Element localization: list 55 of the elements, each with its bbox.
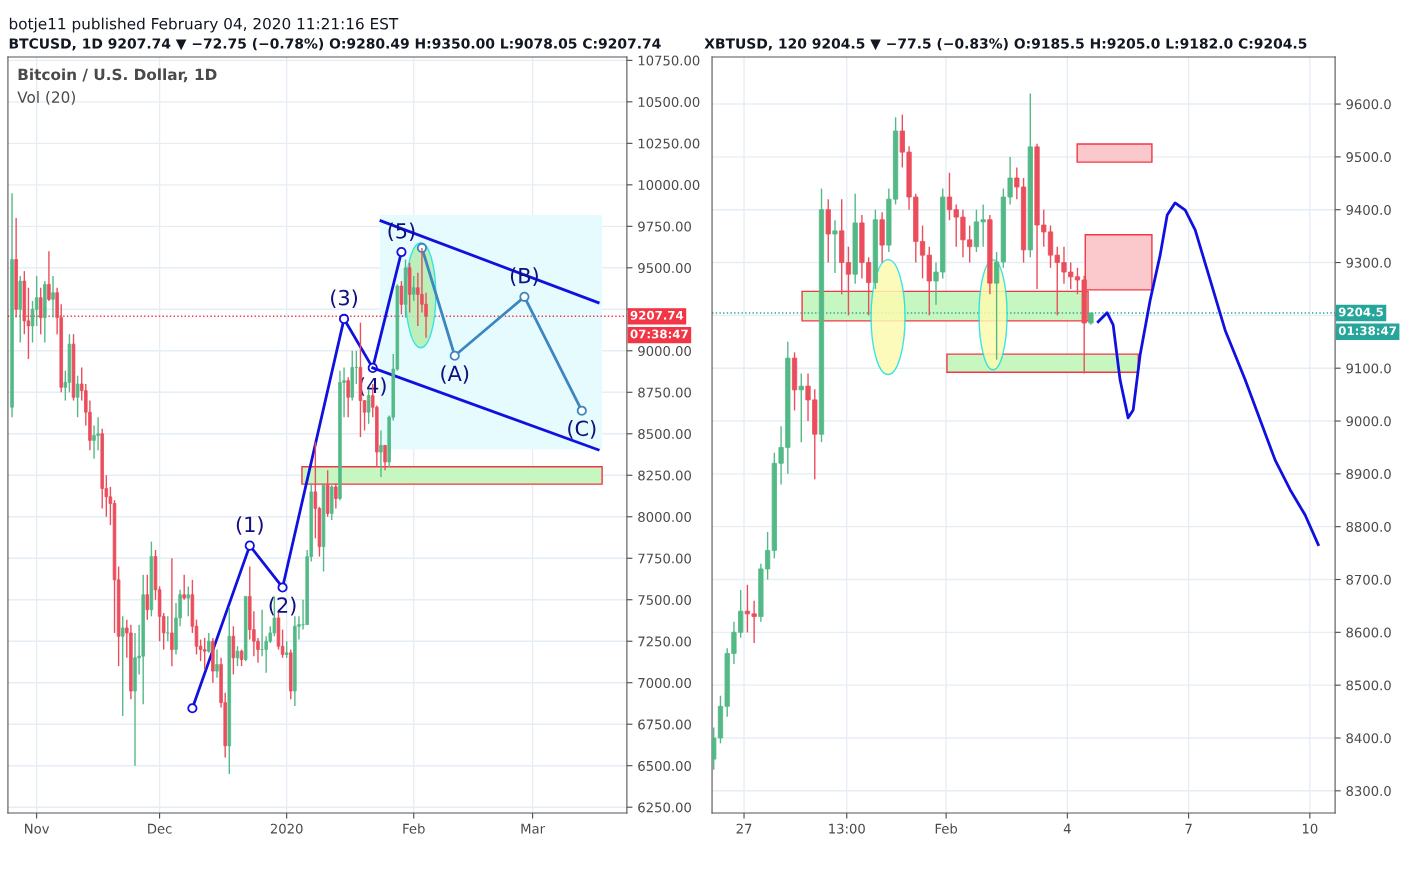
y-tick-label: 6250.00 <box>638 802 691 813</box>
x-tick-label: 7 <box>1185 823 1192 834</box>
y-tick-label: 6500.00 <box>638 760 691 771</box>
y-tick-label: 8300.0 <box>1346 786 1391 797</box>
x-tick-label: Dec <box>148 823 172 834</box>
text: 01:38:47 <box>1338 326 1396 336</box>
y-tick-label: 9750.00 <box>638 221 691 232</box>
annotation: (A) <box>441 365 469 384</box>
y-tick-label: 8500.00 <box>638 429 691 439</box>
y-tick-label: 9300.0 <box>1346 257 1391 268</box>
x-tick-label: 13:00 <box>829 823 865 834</box>
y-tick-label: 9500.00 <box>638 263 691 274</box>
y-tick-label: 10250.00 <box>638 138 700 149</box>
y-tick-label: 9500.0 <box>1346 152 1391 163</box>
y-tick-label: 8900.0 <box>1346 469 1391 480</box>
x-tick-label: Feb <box>403 823 425 834</box>
y-tick-label: 8250.00 <box>638 470 691 481</box>
y-tick-label: 9000.0 <box>1346 416 1391 427</box>
annotation: (C) <box>568 420 596 439</box>
y-tick-label: 7750.00 <box>638 553 691 564</box>
y-tick-label: 8500.0 <box>1346 680 1391 691</box>
x-tick-label: Mar <box>521 823 546 834</box>
x-tick-label: Feb <box>935 823 958 834</box>
text: Bitcoin / U.S. Dollar, 1D <box>18 68 217 83</box>
y-tick-label: 10500.00 <box>638 97 700 108</box>
y-tick-label: 7250.00 <box>638 636 691 647</box>
x-tick-label: 2020 <box>270 823 303 834</box>
x-tick-label: 27 <box>736 823 752 834</box>
y-tick-label: 9100.0 <box>1346 363 1391 374</box>
annotation: Vol (20) <box>17 91 75 105</box>
text: XBTUSD, 120 9204.5 ▼ −77.5 (−0.83%) O:9185.5 H:9205.0 L:9182.0 C:9204.5 <box>704 37 1307 51</box>
annotation: (3) <box>331 289 358 308</box>
text: 07:38:47 <box>630 329 688 339</box>
y-tick-label: 7500.00 <box>638 594 691 605</box>
y-tick-label: 8800.0 <box>1346 521 1391 532</box>
text: botje11 published February 04, 2020 11:21:16 EST <box>9 17 399 33</box>
ref-line-label: 9204.5 <box>1338 307 1383 317</box>
y-tick-label: 7000.00 <box>638 677 691 688</box>
ref-line-label: 9207.74 <box>630 310 684 320</box>
y-tick-label: 9600.0 <box>1346 99 1391 110</box>
y-tick-label: 8600.0 <box>1346 627 1391 638</box>
y-tick-label: 8750.00 <box>638 387 691 398</box>
y-tick-label: 10750.00 <box>638 55 700 66</box>
y-tick-label: 8700.0 <box>1346 574 1391 585</box>
y-tick-label: 6750.00 <box>638 719 691 730</box>
y-tick-label: 8000.00 <box>638 511 691 522</box>
y-tick-label: 10000.00 <box>638 180 700 191</box>
text: BTCUSD, 1D 9207.74 ▼ −72.75 (−0.78%) O:9280.49 H:9350.00 L:9078.05 C:9207.74 <box>9 37 661 51</box>
x-tick-label: 10 <box>1302 823 1318 834</box>
x-tick-label: 4 <box>1063 823 1071 834</box>
x-tick-label: Nov <box>25 823 50 834</box>
y-tick-label: 9400.0 <box>1346 204 1391 215</box>
y-tick-label: 8400.0 <box>1346 733 1391 744</box>
annotation: (1) <box>236 516 263 535</box>
y-tick-label: 9000.00 <box>638 346 691 356</box>
